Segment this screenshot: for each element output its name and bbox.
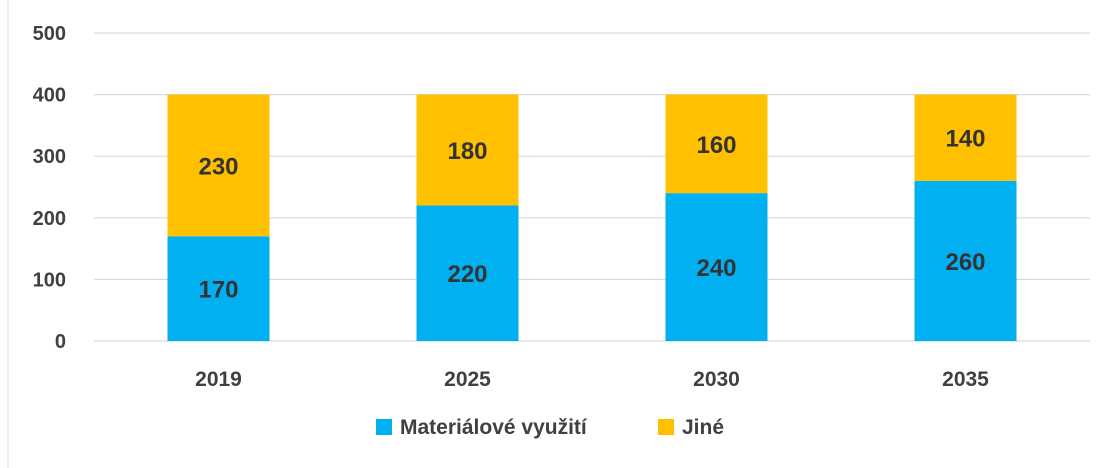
bar-jine-2030: [665, 94, 768, 194]
data-label: 170: [198, 277, 238, 304]
legend-swatch-materialove: [376, 419, 392, 435]
data-label: 140: [945, 126, 985, 153]
y-tick-label: 200: [33, 208, 66, 230]
x-tick-label: 2019: [195, 368, 242, 391]
data-label: 240: [696, 255, 736, 282]
bar-materialove-2030: [665, 193, 768, 341]
data-label: 220: [447, 261, 487, 288]
y-tick-label: 500: [33, 23, 66, 45]
legend-label-materialove: Materiálové využití: [400, 416, 588, 439]
legend-swatch-jine: [658, 419, 674, 435]
bar-materialove-2019: [167, 236, 270, 341]
y-tick-label: 100: [33, 269, 66, 291]
y-tick-label: 300: [33, 146, 66, 168]
bar-materialove-2025: [416, 205, 519, 341]
bar-jine-2019: [167, 94, 270, 237]
x-tick-label: 2025: [444, 368, 491, 391]
data-label: 260: [945, 249, 985, 276]
data-label: 230: [198, 153, 238, 180]
data-label: 160: [696, 132, 736, 159]
bar-materialove-2035: [914, 180, 1017, 341]
y-tick-label: 0: [55, 331, 66, 353]
bar-jine-2025: [416, 94, 519, 206]
legend-label-jine: Jiné: [682, 416, 724, 439]
y-tick-label: 400: [33, 85, 66, 107]
data-label: 180: [447, 138, 487, 165]
x-tick-label: 2030: [693, 368, 740, 391]
bar-jine-2035: [914, 94, 1017, 181]
x-tick-label: 2035: [942, 368, 989, 391]
